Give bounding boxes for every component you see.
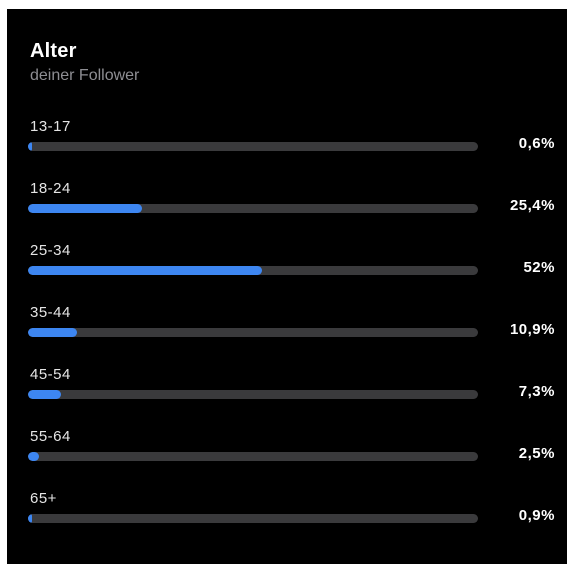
percent-value: 0,9% — [518, 507, 555, 524]
age-row-55-64: 55-64 2,5% — [7, 428, 567, 476]
bar-fill — [28, 266, 262, 275]
bar-fill — [28, 328, 78, 337]
percent-value: 10,9% — [509, 321, 555, 338]
age-row-45-54: 45-54 7,3% — [7, 366, 567, 414]
percent-value: 7,3% — [518, 383, 555, 400]
bar-track — [28, 514, 478, 523]
follower-age-card: Alter deiner Follower 13-17 0,6% 18-24 2… — [7, 9, 567, 564]
age-range-label: 65+ — [30, 490, 57, 507]
age-range-label: 25-34 — [30, 242, 71, 259]
bar-track — [28, 266, 478, 275]
age-range-label: 13-17 — [30, 118, 71, 135]
age-row-18-24: 18-24 25,4% — [7, 180, 567, 228]
percent-value: 52% — [523, 259, 555, 276]
bar-fill — [28, 390, 61, 399]
age-row-25-34: 25-34 52% — [7, 242, 567, 290]
bar-fill — [28, 514, 33, 523]
card-subtitle: deiner Follower — [30, 67, 140, 84]
age-row-65-plus: 65+ 0,9% — [7, 490, 567, 538]
bar-track — [28, 390, 478, 399]
bar-track — [28, 328, 478, 337]
age-row-13-17: 13-17 0,6% — [7, 118, 567, 166]
bar-fill — [28, 142, 33, 151]
age-range-label: 55-64 — [30, 428, 71, 445]
age-range-label: 35-44 — [30, 304, 71, 321]
bar-track — [28, 452, 478, 461]
bar-track — [28, 204, 478, 213]
age-row-35-44: 35-44 10,9% — [7, 304, 567, 352]
percent-value: 0,6% — [518, 135, 555, 152]
age-range-label: 18-24 — [30, 180, 71, 197]
bar-track — [28, 142, 478, 151]
percent-value: 25,4% — [509, 197, 555, 214]
percent-value: 2,5% — [518, 445, 555, 462]
bar-fill — [28, 204, 143, 213]
bar-fill — [28, 452, 40, 461]
age-range-label: 45-54 — [30, 366, 71, 383]
card-title: Alter — [30, 40, 77, 62]
